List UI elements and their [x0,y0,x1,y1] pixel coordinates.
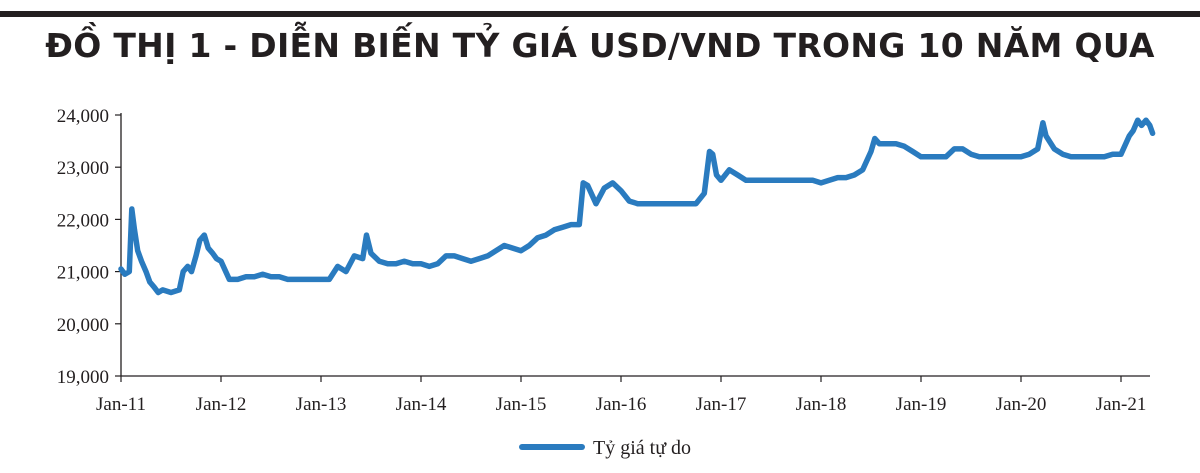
y-tick-label: 22,000 [57,210,109,231]
series-line [118,117,1156,296]
y-tick-label: 19,000 [57,367,109,388]
y-tick-label: 21,000 [57,263,109,284]
legend: Tỷ giá tự do [519,437,691,459]
x-tick-label: Jan-17 [696,394,747,415]
y-tick-label: 20,000 [57,315,109,336]
axes: 19,000 20,000 21,000 22,000 23,000 24,000 Jan-… [57,106,1150,415]
x-tick-label: Jan-16 [596,394,647,415]
x-tick-label: Jan-13 [296,394,347,415]
y-tick-label: 23,000 [57,158,109,179]
x-tick-label: Jan-15 [496,394,547,415]
top-rule [0,11,1200,17]
series-layer [118,117,1156,296]
legend-label: Tỷ giá tự do [593,437,691,459]
x-tick-label: Jan-20 [996,394,1047,415]
x-tick-label: Jan-21 [1096,394,1147,415]
x-tick-label: Jan-11 [96,394,146,415]
chart-title: ĐỒ THỊ 1 - DIỄN BIẾN TỶ GIÁ USD/VND TRON… [45,26,1155,65]
y-tick-label: 24,000 [57,106,109,127]
x-tick-label: Jan-12 [196,394,247,415]
x-tick-label: Jan-14 [396,394,447,415]
x-tick-label: Jan-19 [896,394,947,415]
x-tick-label: Jan-18 [796,394,847,415]
